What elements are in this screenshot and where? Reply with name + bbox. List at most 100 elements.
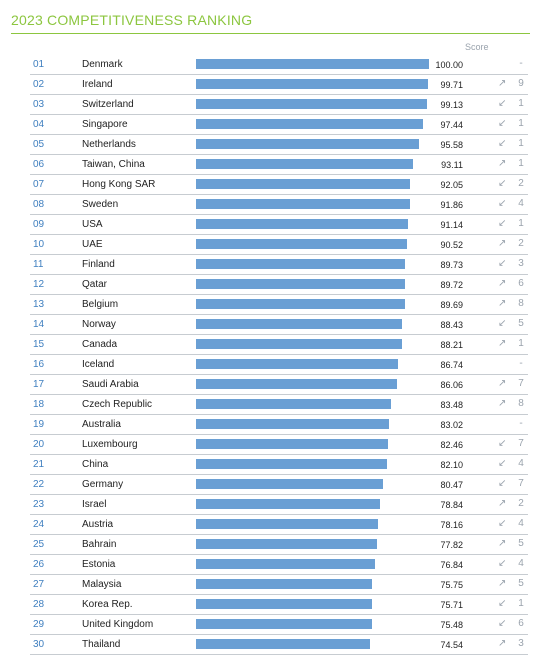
rank-number: 26: [33, 559, 45, 570]
row-divider: [30, 514, 528, 515]
arrow-up-right-icon: ↗: [498, 398, 507, 409]
arrow-down-left-icon: ↙: [498, 518, 507, 529]
score-value: 95.58: [440, 140, 463, 150]
country-name: Korea Rep.: [82, 599, 133, 610]
rank-change: 1: [518, 218, 524, 229]
rank-number: 30: [33, 639, 45, 650]
rank-change: 3: [518, 638, 524, 649]
table-row: 29 United Kingdom 75.48 ↙ 6: [0, 615, 543, 635]
title-divider: [11, 33, 530, 34]
score-value: 97.44: [440, 120, 463, 130]
country-name: China: [82, 459, 109, 470]
row-divider: [30, 74, 528, 75]
score-bar: [196, 559, 376, 569]
arrow-down-left-icon: ↙: [498, 618, 507, 629]
table-row: 20 Luxembourg 82.46 ↙ 7: [0, 435, 543, 455]
row-divider: [30, 174, 528, 175]
row-divider: [30, 654, 528, 655]
rank-number: 17: [33, 379, 45, 390]
rank-change: 1: [518, 118, 524, 129]
rank-change: 8: [518, 398, 524, 409]
rank-number: 08: [33, 199, 45, 210]
rank-change: 4: [518, 198, 524, 209]
rank-number: 01: [33, 59, 45, 70]
rank-change: 6: [518, 278, 524, 289]
row-divider: [30, 194, 528, 195]
score-value: 100.00: [435, 60, 463, 70]
rank-number: 15: [33, 339, 45, 350]
table-row: 15 Canada 88.21 ↗ 1: [0, 335, 543, 355]
table-row: 17 Saudi Arabia 86.06 ↗ 7: [0, 375, 543, 395]
score-value: 83.48: [440, 400, 463, 410]
score-value: 82.10: [440, 460, 463, 470]
score-value: 77.82: [440, 540, 463, 550]
row-divider: [30, 294, 528, 295]
score-value: 75.71: [440, 600, 463, 610]
row-divider: [30, 254, 528, 255]
score-bar: [196, 619, 372, 629]
rank-number: 02: [33, 79, 45, 90]
score-value: 86.06: [440, 380, 463, 390]
rank-number: 11: [33, 259, 44, 270]
rank-number: 07: [33, 179, 45, 190]
score-value: 90.52: [440, 240, 463, 250]
row-divider: [30, 274, 528, 275]
row-divider: [30, 414, 528, 415]
row-divider: [30, 494, 528, 495]
country-name: United Kingdom: [82, 619, 154, 630]
score-bar: [196, 259, 406, 269]
table-row: 07 Hong Kong SAR 92.05 ↙ 2: [0, 175, 543, 195]
country-name: Iceland: [82, 359, 115, 370]
score-bar: [196, 359, 399, 369]
row-divider: [30, 634, 528, 635]
score-bar: [196, 519, 379, 529]
country-name: Czech Republic: [82, 399, 153, 410]
table-row: 22 Germany 80.47 ↙ 7: [0, 475, 543, 495]
score-value: 74.54: [440, 640, 463, 650]
arrow-down-left-icon: ↙: [498, 198, 507, 209]
country-name: Malaysia: [82, 579, 122, 590]
row-divider: [30, 534, 528, 535]
score-value: 78.84: [440, 500, 463, 510]
rank-change: 1: [518, 98, 524, 109]
score-column-header: Score: [465, 42, 489, 52]
arrow-up-right-icon: ↗: [498, 578, 507, 589]
row-divider: [30, 394, 528, 395]
arrow-down-left-icon: ↙: [498, 558, 507, 569]
score-bar: [196, 599, 373, 609]
score-bar: [196, 399, 391, 409]
arrow-up-right-icon: ↗: [498, 338, 507, 349]
table-row: 24 Austria 78.16 ↙ 4: [0, 515, 543, 535]
country-name: Canada: [82, 339, 118, 350]
rank-number: 03: [33, 99, 45, 110]
table-row: 25 Bahrain 77.82 ↗ 5: [0, 535, 543, 555]
score-value: 99.71: [440, 80, 463, 90]
rank-change: 2: [518, 238, 524, 249]
score-bar: [196, 539, 378, 549]
arrow-down-left-icon: ↙: [498, 118, 507, 129]
score-value: 75.75: [440, 580, 463, 590]
score-value: 78.16: [440, 520, 463, 530]
score-bar: [196, 479, 384, 489]
rank-change: 7: [518, 378, 524, 389]
score-value: 86.74: [440, 360, 463, 370]
row-divider: [30, 474, 528, 475]
table-row: 11 Finland 89.73 ↙ 3: [0, 255, 543, 275]
score-value: 89.72: [440, 280, 463, 290]
table-row: 19 Australia 83.02 -: [0, 415, 543, 435]
country-name: USA: [82, 219, 103, 230]
row-divider: [30, 554, 528, 555]
country-name: Saudi Arabia: [82, 379, 139, 390]
arrow-up-right-icon: ↗: [498, 638, 507, 649]
country-name: Taiwan, China: [82, 159, 145, 170]
table-row: 05 Netherlands 95.58 ↙ 1: [0, 135, 543, 155]
arrow-down-left-icon: ↙: [498, 218, 507, 229]
rank-change: -: [519, 418, 523, 429]
arrow-up-right-icon: ↗: [498, 538, 507, 549]
rank-number: 27: [33, 579, 45, 590]
score-value: 88.21: [440, 340, 463, 350]
table-row: 01 Denmark 100.00 -: [0, 55, 543, 75]
arrow-up-right-icon: ↗: [498, 498, 507, 509]
country-name: Hong Kong SAR: [82, 179, 156, 190]
rank-number: 24: [33, 519, 45, 530]
